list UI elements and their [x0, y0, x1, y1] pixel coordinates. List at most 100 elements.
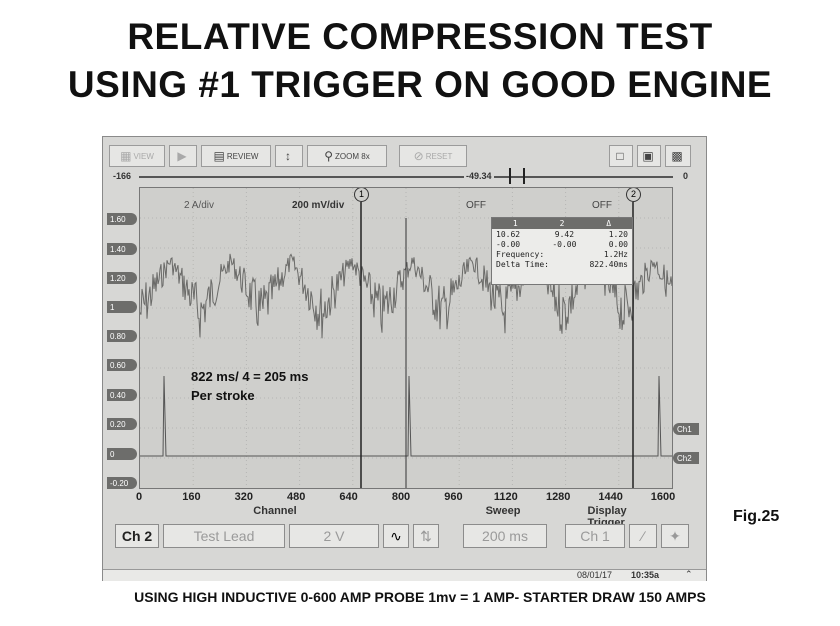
ch2-scale-label: 200 mV/div: [292, 200, 345, 211]
zoom-value: 8x: [361, 151, 370, 161]
x-tick-label: 1120: [493, 491, 518, 503]
printer-icon: ▩: [671, 149, 683, 163]
folder-button[interactable]: □: [609, 145, 633, 167]
trigger-channel-select[interactable]: Ch 1: [565, 524, 625, 548]
save-button[interactable]: ▣: [637, 145, 661, 167]
status-bar: 08/01/17 10:35a ⌃: [103, 569, 706, 581]
frequency-value: 1.2Hz: [603, 249, 628, 259]
annotation-line-2: Per stroke: [191, 388, 255, 403]
volts-select[interactable]: 2 V: [289, 524, 379, 548]
x-tick-label: 320: [234, 491, 253, 503]
readout-col-delta: Δ: [606, 219, 612, 228]
title-line-2: USING #1 TRIGGER ON GOOD ENGINE: [67, 64, 773, 105]
chart-icon: ↕: [285, 149, 291, 163]
readout-value: 1.20: [608, 229, 628, 239]
readout-row-2: -0.00 -0.00 0.00: [492, 239, 632, 249]
ch1-marker[interactable]: Ch1: [673, 423, 699, 435]
readout-value: 0.00: [608, 239, 628, 249]
buffer-right-value: 0: [683, 171, 689, 181]
ch1-scale-label: 2 A/div: [184, 200, 215, 211]
annotation-line-1: 822 ms/ 4 = 205 ms: [191, 369, 309, 384]
x-tick-label: 640: [339, 491, 358, 503]
reset-label: RESET: [425, 151, 453, 161]
x-tick-label: 0: [135, 491, 143, 503]
buffer-track: [139, 176, 673, 178]
status-time: 10:35a: [631, 570, 660, 580]
reset-button[interactable]: ⊘ RESET: [399, 145, 467, 167]
y-tick-label: 1.40: [107, 243, 137, 255]
waveform-svg: [140, 188, 672, 488]
readout-value: -0.00: [496, 239, 521, 249]
zoom-label: ZOOM: [335, 151, 360, 161]
x-tick-label: 960: [444, 491, 463, 503]
toolbar: ▦ VIEW ▶ ▤ REVIEW ↕ ⚲ ZOOM 8x ⊘ RESET □ …: [109, 143, 699, 171]
buffer-center-value: -49.34: [464, 171, 494, 181]
off-label-1: OFF: [466, 200, 486, 211]
frequency-row: Frequency: 1.2Hz: [492, 249, 632, 259]
title-line-1: RELATIVE COMPRESSION TEST: [127, 16, 713, 57]
magnifier-icon: ⚲: [324, 149, 334, 163]
invert-button[interactable]: ⇅: [413, 524, 439, 548]
channel-section-label: Channel: [253, 505, 297, 517]
probe-select[interactable]: Test Lead: [163, 524, 285, 548]
sweep-section-label: Sweep: [485, 505, 521, 517]
y-tick-label: 1.60: [107, 213, 137, 225]
print-button[interactable]: ▩: [665, 145, 691, 167]
chart-button[interactable]: ↕: [275, 145, 303, 167]
trigger-mode-button[interactable]: ✦: [661, 524, 689, 548]
sweep-select[interactable]: 200 ms: [463, 524, 547, 548]
trigger-slope-button[interactable]: ∕: [629, 524, 657, 548]
y-tick-label: -0.20: [107, 477, 137, 489]
buffer-left-value: -166: [113, 171, 132, 181]
scope-window: ▦ VIEW ▶ ▤ REVIEW ↕ ⚲ ZOOM 8x ⊘ RESET □ …: [102, 136, 707, 581]
delta-time-row: Delta Time: 822.40ms: [492, 259, 632, 269]
x-tick-label: 1440: [598, 491, 623, 503]
review-label: REVIEW: [226, 151, 259, 161]
waveform-icon: ∿: [390, 527, 402, 544]
expand-icon[interactable]: ⌃: [685, 569, 693, 579]
readout-value: 9.42: [554, 229, 575, 239]
coupling-button[interactable]: ∿: [383, 524, 409, 548]
view-label: VIEW: [133, 151, 154, 161]
channel-select-button[interactable]: Ch 2: [115, 524, 159, 548]
y-tick-label: 1: [107, 301, 137, 313]
x-tick-label: 160: [182, 491, 201, 503]
footer-caption: USING HIGH INDUCTIVE 0-600 AMP PROBE 1mv…: [134, 589, 706, 605]
cursor-readout-box: 1 2 Δ 10.62 9.42 1.20 -0.00 -0.00 0.00 F…: [491, 217, 633, 285]
play-button[interactable]: ▶: [169, 145, 197, 167]
y-tick-label: 0.60: [107, 359, 137, 371]
cursor-2-marker[interactable]: 2: [626, 188, 641, 202]
view-button[interactable]: ▦ VIEW: [109, 145, 165, 167]
view-icon: ▦: [120, 149, 132, 163]
x-tick-label: 480: [287, 491, 306, 503]
x-tick-label: 1280: [545, 491, 571, 503]
status-date: 08/01/17: [577, 570, 613, 580]
disk-icon: ▣: [642, 149, 654, 163]
x-tick-label: 1600: [650, 491, 676, 503]
settings-bar: Ch 2 Test Lead 2 V ∿ ⇅ 200 ms Ch 1 ∕ ✦: [109, 521, 699, 553]
y-tick-label: 1.20: [107, 272, 137, 284]
reset-icon: ⊘: [413, 149, 424, 163]
delta-time-label: Delta Time:: [496, 259, 549, 269]
delta-time-value: 822.40ms: [589, 259, 628, 269]
crosshair-icon: ✦: [669, 527, 681, 544]
ch2-marker[interactable]: Ch2: [673, 452, 699, 464]
y-tick-label: 0.20: [107, 418, 137, 430]
slope-icon: ∕: [641, 528, 645, 544]
readout-value: -0.00: [552, 239, 577, 249]
buffer-position-bar[interactable]: -166 -49.34 0: [109, 168, 699, 184]
cursor-1-marker[interactable]: 1: [354, 188, 369, 202]
y-tick-label: 0.40: [107, 389, 137, 401]
buffer-handle[interactable]: [509, 168, 525, 184]
readout-row-1: 10.62 9.42 1.20: [492, 229, 632, 239]
figure-label: Fig.25: [733, 508, 780, 525]
folder-icon: □: [616, 149, 624, 163]
zoom-button[interactable]: ⚲ ZOOM 8x: [307, 145, 387, 167]
x-tick-label: 800: [391, 491, 411, 503]
review-button[interactable]: ▤ REVIEW: [201, 145, 271, 167]
readout-col-1: 1: [512, 219, 518, 228]
readout-col-2: 2: [559, 219, 565, 228]
off-label-2: OFF: [592, 200, 612, 211]
cursor-readout-header: 1 2 Δ: [492, 218, 632, 229]
invert-icon: ⇅: [420, 527, 432, 544]
